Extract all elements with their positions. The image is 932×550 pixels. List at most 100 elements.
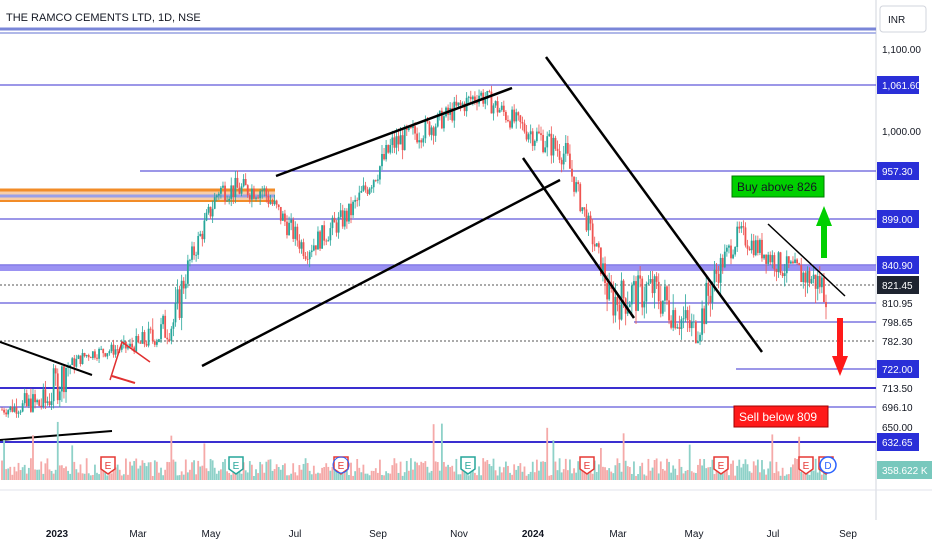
candle-body (288, 222, 290, 236)
candle-body (436, 114, 439, 127)
candle-body (484, 99, 487, 104)
volume-bar (438, 470, 441, 480)
volume-bar (108, 473, 111, 480)
trendline-channel-lower (201, 178, 561, 368)
candle-body (310, 250, 313, 253)
volume-bar (519, 463, 522, 480)
earnings-marker-icon[interactable]: E (228, 456, 244, 475)
earnings-marker-icon[interactable]: E (100, 456, 116, 475)
time-tick: Mar (129, 529, 147, 540)
candle-body (279, 206, 282, 221)
volume-bar (178, 475, 181, 480)
volume-bar (430, 470, 433, 480)
dividend-marker-icon[interactable]: D (819, 456, 837, 474)
volume-bar (630, 473, 633, 480)
volume-bar (680, 466, 683, 480)
candle-body (397, 136, 400, 145)
candle-body (783, 273, 786, 277)
candle-body (703, 308, 706, 325)
currency-box[interactable] (879, 5, 927, 33)
candle-body (690, 322, 693, 329)
earnings-marker-icon[interactable]: E (798, 456, 814, 475)
volume-bar (624, 460, 627, 480)
volume-bar (158, 472, 160, 480)
price-level-tag: 713.50 (882, 384, 913, 395)
volume-bar (149, 462, 152, 480)
candle-body (608, 282, 611, 300)
candle-body (389, 145, 392, 153)
candle-body (63, 366, 65, 393)
candle-body (777, 252, 780, 273)
volume-bar (162, 475, 164, 480)
volume-bar (494, 470, 497, 480)
buy-box (731, 175, 825, 198)
volume-bar (42, 473, 45, 480)
volume-bar (606, 470, 608, 480)
price-tick: 1,100.00 (882, 45, 921, 56)
volume-bar (122, 474, 125, 480)
earnings-marker-icon[interactable]: E (713, 456, 729, 475)
volume-bar (143, 462, 146, 480)
volume-bar (428, 472, 431, 480)
volume-bar (100, 460, 103, 480)
volume-bar (350, 462, 352, 480)
candle-body (186, 260, 189, 284)
volume-bar (785, 474, 788, 480)
buy-label: Buy above 826 (737, 180, 817, 194)
candle-body (38, 400, 41, 406)
volume-bar (808, 474, 811, 480)
candle-body (335, 222, 338, 233)
volume-bar (515, 469, 518, 480)
candle-body (459, 102, 462, 105)
volume-bar (52, 473, 55, 480)
candle-body (52, 368, 55, 402)
volume-bar (263, 472, 266, 480)
candle-body (240, 186, 243, 194)
earnings-marker-icon[interactable]: E (579, 456, 595, 475)
candle-body (207, 206, 210, 213)
candle-body (87, 355, 90, 358)
candle-body (591, 223, 594, 245)
volume-bar (261, 464, 264, 480)
candle-body (721, 257, 724, 268)
candle-body (410, 126, 412, 128)
volume-bar (591, 473, 594, 480)
volume-bar (449, 467, 452, 480)
volume-bar (746, 464, 749, 480)
volume-bar (147, 462, 150, 480)
volume-bar (341, 470, 344, 480)
candle-body (496, 101, 499, 113)
volume-bar (389, 473, 392, 480)
earnings-marker-icon[interactable]: E (460, 456, 476, 475)
volume-bar (694, 472, 697, 480)
volume-bar (765, 474, 768, 480)
sell-label: Sell below 809 (739, 410, 817, 424)
candle-body (655, 276, 658, 282)
time-tick: Mar (609, 529, 627, 540)
volume-bar (189, 469, 191, 480)
candle-body (333, 217, 336, 223)
volume-bar (595, 471, 598, 480)
candle-body (761, 239, 763, 259)
volume-bar (608, 468, 611, 480)
candle-body (42, 389, 45, 407)
volume-bar (482, 458, 485, 480)
svg-text:1,061.60: 1,061.60 (882, 81, 921, 92)
volume-bar (581, 468, 584, 480)
price-level-tag: 632.65 (877, 433, 919, 451)
candle-body (643, 301, 646, 308)
volume-bar (507, 465, 509, 480)
volume-bar (3, 440, 5, 480)
candle-body (540, 133, 542, 135)
volume-bar (38, 469, 41, 480)
candle-body (554, 137, 557, 149)
candle-body (787, 256, 790, 264)
earnings-marker-icon[interactable]: E (332, 456, 350, 475)
candle-body (633, 281, 635, 286)
volume-bar (312, 465, 315, 480)
candle-body (494, 101, 497, 106)
volume-bar (127, 474, 129, 480)
candle-body (810, 278, 813, 284)
volume-bar (651, 467, 654, 480)
